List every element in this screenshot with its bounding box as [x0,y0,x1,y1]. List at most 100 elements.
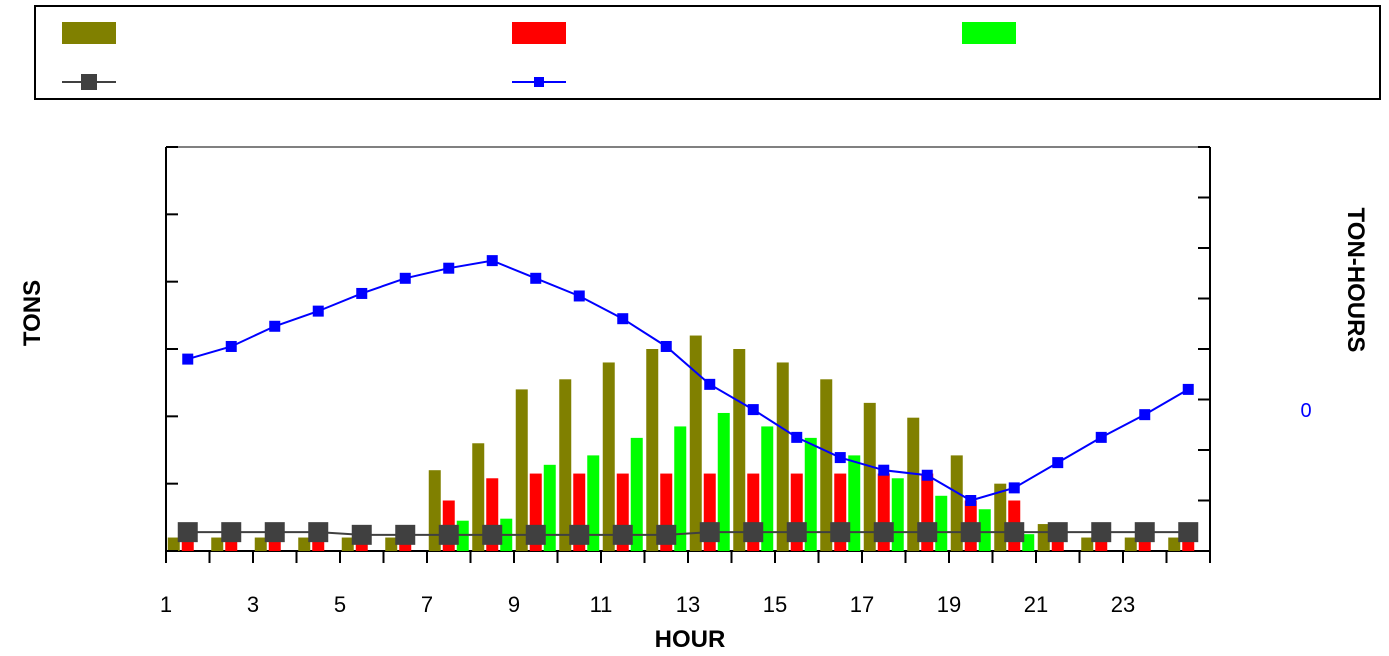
x-tick-label: 1 [160,592,172,617]
x-tick-label: 17 [850,592,874,617]
point [791,431,803,443]
point [573,290,585,302]
point [878,464,890,476]
point [530,272,542,284]
point [917,522,938,543]
point [1182,383,1194,395]
point [177,522,198,543]
point [834,452,846,464]
lines [177,255,1199,545]
legend-swatch-series-5 [512,71,566,93]
bar [761,426,774,551]
point [221,522,242,543]
bar [1081,537,1094,551]
point [1052,457,1064,469]
x-tick-label: 5 [334,592,346,617]
ticks: 1 3 5 7 9 11 13 15 17 19 21 23 [160,146,1211,617]
point [704,378,716,390]
bar [254,537,267,551]
point [225,340,237,352]
bar [950,455,963,551]
x-tick-label: 13 [676,592,700,617]
point [1134,522,1155,543]
bars [167,335,1195,551]
point [269,320,281,332]
point [656,524,677,545]
point [1008,482,1020,494]
point [264,522,285,543]
bar [776,362,789,551]
x-tick-label: 15 [763,592,787,617]
point [438,524,459,545]
point [921,469,933,481]
legend-item-series-1 [62,19,116,47]
bar [646,349,659,551]
point [1178,522,1199,543]
point [965,495,977,506]
bar [674,426,687,551]
bar [543,464,556,551]
bar [456,520,469,551]
point [1091,522,1112,543]
bar [804,437,817,551]
bar [907,417,920,551]
y-axis-title: TONS [19,280,46,346]
bar [428,470,441,551]
x-tick-label: 7 [421,592,433,617]
bar [1037,524,1050,551]
legend [34,5,1381,100]
bar [298,537,311,551]
bar [994,483,1007,551]
legend-swatch-series-2 [512,22,566,44]
point [525,524,546,545]
point [747,404,759,416]
x-axis-title: HOUR [655,626,726,653]
bar [820,379,833,551]
bar [587,455,600,551]
bar [472,443,485,551]
bar [935,495,948,551]
x-tick-label: 3 [247,592,259,617]
legend-swatch-series-1 [62,22,116,44]
point [1139,409,1151,421]
bar [978,509,991,551]
point [482,524,503,545]
legend-item-series-3 [962,19,1016,47]
point [569,524,590,545]
bar [385,537,398,551]
point [699,522,720,543]
point [612,524,633,545]
bar [559,379,572,551]
bar [848,455,861,551]
point [1004,522,1025,543]
point [960,522,981,543]
bar [341,537,354,551]
x-tick-label: 23 [1111,592,1135,617]
point [182,353,194,365]
point [312,305,324,317]
bar [733,349,746,551]
x-tick-label: 21 [1024,592,1048,617]
y2-axis-title: TON-HOURS [1342,208,1369,353]
point [743,522,764,543]
point [486,255,498,267]
point [1095,431,1107,443]
point [660,340,672,352]
bar [515,389,528,551]
bar [1124,537,1137,551]
legend-item-series-4 [62,68,116,96]
x-tick-label: 11 [590,592,613,617]
legend-item-series-2 [512,19,566,47]
point [873,522,894,543]
bar [1022,534,1035,551]
point [1047,522,1068,543]
point [395,524,416,545]
legend-swatch-series-3 [962,22,1016,44]
point [351,524,372,545]
series-line [187,259,1189,502]
bar [167,537,180,551]
point [443,262,455,274]
plot-frame [165,146,1211,552]
point [617,313,629,325]
